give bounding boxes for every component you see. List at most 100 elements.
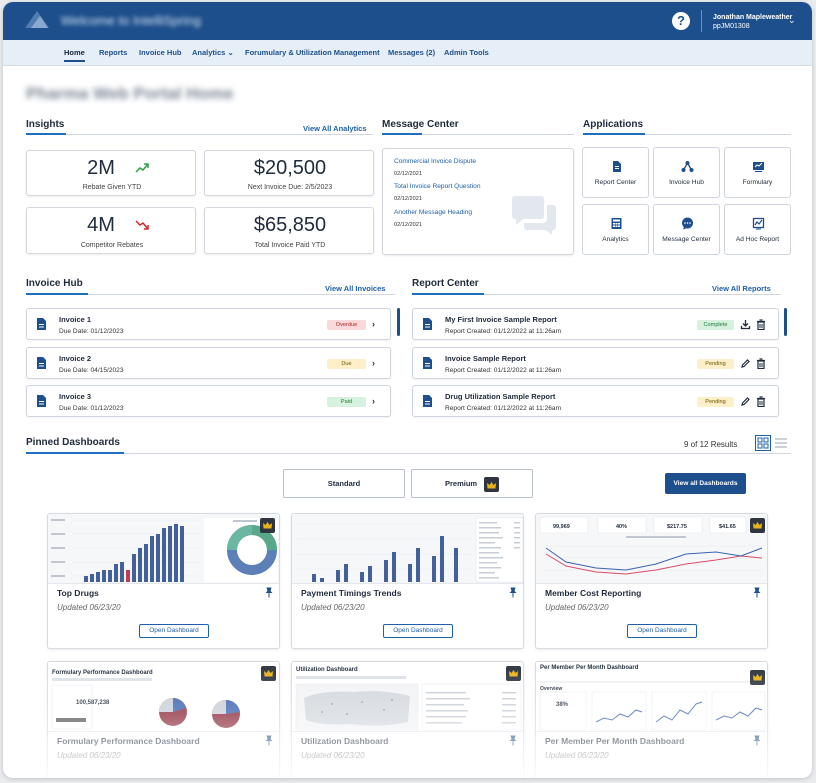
app-invoice-hub[interactable]: Invoice Hub <box>653 147 720 198</box>
invoice-list-scrollbar[interactable] <box>397 308 400 336</box>
logo-icon[interactable] <box>23 8 51 32</box>
pin-icon[interactable] <box>753 735 761 746</box>
app-report-center[interactable]: Report Center <box>582 147 649 198</box>
pin-icon[interactable] <box>509 587 517 598</box>
metric-value: 99,969 <box>553 524 570 530</box>
chat-icon <box>682 217 693 230</box>
app-formulary[interactable]: Formulary <box>724 147 791 198</box>
help-icon[interactable]: ? <box>672 12 690 30</box>
nav-analytics[interactable]: Analytics ⌄ <box>192 48 234 57</box>
report-name: Drug Utilization Sample Report <box>445 392 556 401</box>
nav-reports[interactable]: Reports <box>99 48 128 57</box>
nav-messages[interactable]: Messages (2) <box>388 48 436 57</box>
app-ad-hoc-report[interactable]: Ad Hoc Report <box>724 204 791 255</box>
report-row[interactable]: My First Invoice Sample Report Report Cr… <box>412 308 779 340</box>
app-analytics[interactable]: Analytics <box>582 204 649 255</box>
pin-icon[interactable] <box>753 587 761 598</box>
report-row[interactable]: Invoice Sample Report Report Created: 01… <box>412 347 779 379</box>
view-all-invoices-link[interactable]: View All Invoices <box>325 284 386 293</box>
dashboard-card[interactable]: Top Drugs Updated 06/23/20 Open Dashboar… <box>47 513 280 649</box>
kpi-label: Total Invoice Paid YTD <box>254 242 326 249</box>
results-count: 9 of 12 Results <box>684 440 738 449</box>
status-badge: Pending <box>697 397 734 407</box>
message-date: 02/12/2021 <box>394 171 422 177</box>
trash-icon[interactable] <box>756 358 766 369</box>
open-dashboard-button[interactable]: Open Dashboard <box>627 624 697 638</box>
status-badge: Complete <box>697 320 734 330</box>
nav-formulary[interactable]: Forumulary & Utilization Management <box>245 48 380 57</box>
user-menu[interactable]: Jonathan Mapleweather ppJM01308 <box>713 13 792 31</box>
invoice-row[interactable]: Invoice 2 Due Date: 04/15/2023 Due › <box>26 347 391 379</box>
message-date: 02/12/2021 <box>394 222 422 228</box>
kpi-card-rebate[interactable]: 2M Rebate Given YTD <box>26 150 196 196</box>
message-center-title: Message Center <box>382 119 459 130</box>
invoice-row[interactable]: Invoice 1 Due Date: 01/12/2023 Overdue › <box>26 308 391 340</box>
metric-value: $217.75 <box>667 524 687 530</box>
view-all-reports-link[interactable]: View All Reports <box>712 284 771 293</box>
formulary-total: 100,587,238 <box>76 700 110 706</box>
document-icon <box>423 357 432 369</box>
hub-icon <box>681 161 694 172</box>
chevron-right-icon[interactable]: › <box>372 358 375 368</box>
page-title: Pharma Web Portal Home <box>26 84 234 103</box>
message-link[interactable]: Another Message Heading <box>394 209 473 216</box>
dashboard-name: Utilization Dashboard <box>301 736 389 746</box>
kpi-card-next-invoice[interactable]: $20,500 Next Invoice Due: 2/5/2023 <box>204 150 374 196</box>
invoice-row[interactable]: Invoice 3 Due Date: 01/12/2023 Paid › <box>26 385 391 417</box>
standard-toggle[interactable]: Standard <box>283 469 405 498</box>
insights-title: Insights <box>26 119 65 130</box>
dashboard-card[interactable]: Utilization Dashboard Utilization Dashbo… <box>291 661 524 778</box>
invoice-hub-divider <box>26 294 395 295</box>
pin-icon[interactable] <box>509 735 517 746</box>
top-bar: Welcome to IntelliSpring ? Jonathan Mapl… <box>3 2 812 40</box>
open-dashboard-button[interactable]: Open Dashboard <box>383 624 453 638</box>
nav-invoice-hub[interactable]: Invoice Hub <box>139 48 182 57</box>
kpi-value: 4M <box>87 214 115 236</box>
dashboard-thumbnail: 99,969 40% $217.75 $41.65 <box>536 514 767 584</box>
dashboard-thumbnail: Utilization Dashboard <box>292 662 523 732</box>
kpi-card-competitor[interactable]: 4M Competitor Rebates <box>26 207 196 254</box>
trend-down-icon <box>135 220 149 230</box>
dashboard-card[interactable]: Per Member Per Month Dashboard Overview … <box>535 661 768 778</box>
list-view-icon[interactable] <box>773 435 789 451</box>
document-icon <box>37 357 46 369</box>
document-icon <box>423 395 432 407</box>
grid-view-icon[interactable] <box>755 435 771 451</box>
app-label: Report Center <box>594 179 637 186</box>
premium-toggle[interactable]: Premium <box>411 469 533 498</box>
open-dashboard-button[interactable]: Open Dashboard <box>139 624 209 638</box>
trash-icon[interactable] <box>756 319 766 330</box>
app-label: Formulary <box>742 179 773 186</box>
edit-icon[interactable] <box>740 396 751 407</box>
pin-icon[interactable] <box>265 587 273 598</box>
message-link[interactable]: Commercial Invoice Dispute <box>394 158 477 165</box>
kpi-card-total-paid[interactable]: $65,850 Total Invoice Paid YTD <box>204 207 374 254</box>
insights-accent <box>26 133 66 135</box>
nav-home[interactable]: Home <box>64 48 85 57</box>
dashboard-card[interactable]: Formulary Performance Dashboard 100,587,… <box>47 661 280 778</box>
download-icon[interactable] <box>740 319 751 330</box>
app-message-center[interactable]: Message Center <box>653 204 720 255</box>
app-label: Message Center <box>662 236 711 243</box>
document-icon <box>37 318 46 330</box>
dashboard-card[interactable]: Payment Timings Trends Updated 06/23/20 … <box>291 513 524 649</box>
view-all-analytics-link[interactable]: View All Analytics <box>303 124 367 133</box>
report-created: Report Created: 01/12/2022 at 11:26am <box>445 405 562 412</box>
report-row[interactable]: Drug Utilization Sample Report Report Cr… <box>412 385 779 417</box>
report-list-scrollbar[interactable] <box>784 308 787 336</box>
trash-icon[interactable] <box>756 396 766 407</box>
kpi-label: Competitor Rebates <box>80 242 144 249</box>
nav-admin-tools[interactable]: Admin Tools <box>444 48 489 57</box>
app-title: Welcome to IntelliSpring <box>61 13 201 28</box>
view-all-dashboards-button[interactable]: View all Dashboards <box>665 473 746 494</box>
edit-icon[interactable] <box>740 358 751 369</box>
dashboard-card[interactable]: 99,969 40% $217.75 $41.65 Member Cost Re… <box>535 513 768 649</box>
app-label: Ad Hoc Report <box>735 236 780 243</box>
metric-value: 40% <box>616 524 628 530</box>
chevron-right-icon[interactable]: › <box>372 319 375 329</box>
message-link[interactable]: Total Invoice Report Question <box>394 183 481 190</box>
message-center-accent <box>382 133 422 135</box>
pin-icon[interactable] <box>265 735 273 746</box>
chevron-right-icon[interactable]: › <box>372 396 375 406</box>
chevron-down-icon[interactable]: ⌄ <box>788 15 796 25</box>
